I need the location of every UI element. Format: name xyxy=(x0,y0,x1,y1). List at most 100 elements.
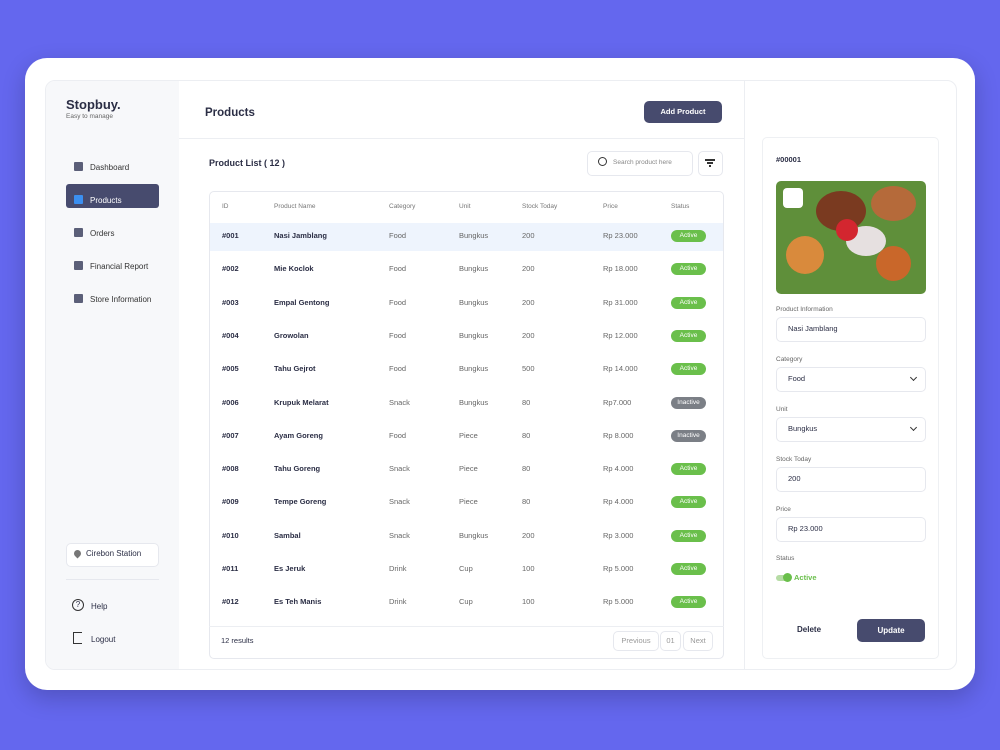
cell: Bungkus xyxy=(459,397,489,407)
logout[interactable]: Logout xyxy=(91,635,116,644)
app: Stopbuy. Easy to manage Cirebon Station … xyxy=(45,80,957,670)
cell: Piece xyxy=(459,464,478,474)
location-box[interactable] xyxy=(66,543,159,567)
field-value: 200 xyxy=(788,474,801,483)
cell: Rp7.000 xyxy=(603,397,632,407)
cell: Growolan xyxy=(274,330,309,340)
list-title: Product List ( 12 ) xyxy=(209,158,286,168)
pager-button[interactable]: Next xyxy=(683,631,713,651)
cell: Rp 8.000 xyxy=(603,430,634,440)
status-pill: Inactive xyxy=(671,396,706,409)
cell: Rp 5.000 xyxy=(603,597,634,607)
cell: Bungkus xyxy=(459,330,489,340)
divider xyxy=(209,626,724,627)
field-input[interactable] xyxy=(776,517,926,542)
cell: 80 xyxy=(522,497,531,507)
nav-icon xyxy=(74,261,83,270)
status-pill: Active xyxy=(671,329,706,342)
cell: 80 xyxy=(522,430,531,440)
cell: Snack xyxy=(389,530,410,540)
page-title: Products xyxy=(205,107,255,119)
cell: Snack xyxy=(389,497,410,507)
cell: #006 xyxy=(222,397,239,407)
column-header: Status xyxy=(671,203,690,210)
cell: Drink xyxy=(389,597,407,607)
cell: 200 xyxy=(522,264,535,274)
row-highlight[interactable] xyxy=(210,223,723,251)
cell: #012 xyxy=(222,597,239,607)
divider xyxy=(66,579,159,580)
search-box[interactable] xyxy=(587,151,693,176)
nav-item[interactable]: Orders xyxy=(90,229,115,238)
cell: #007 xyxy=(222,430,239,440)
field-label: Stock Today xyxy=(776,456,812,463)
cell: 200 xyxy=(522,231,535,240)
field-label: Category xyxy=(776,356,803,363)
cell: Food xyxy=(389,364,407,374)
cell: #009 xyxy=(222,497,239,507)
cell: Bungkus xyxy=(459,231,489,240)
pager-button[interactable]: 01 xyxy=(660,631,681,651)
nav-item[interactable]: Store Information xyxy=(90,295,152,304)
update-button[interactable]: Update xyxy=(857,619,925,642)
cell: 100 xyxy=(522,597,535,607)
field-input[interactable] xyxy=(776,467,926,492)
field-label: Unit xyxy=(776,406,788,413)
cell: #010 xyxy=(222,530,239,540)
add-product-button[interactable]: Add Product xyxy=(644,101,722,123)
filter-button[interactable] xyxy=(698,151,723,176)
column-header: Category xyxy=(389,203,416,210)
brand: Stopbuy. xyxy=(66,97,121,112)
search-placeholder: Search product here xyxy=(613,159,672,166)
cell: Sambal xyxy=(274,530,301,540)
field-input[interactable] xyxy=(776,367,926,392)
filter-icon xyxy=(705,159,715,161)
tagline: Easy to manage xyxy=(66,113,113,120)
nav-item[interactable]: Financial Report xyxy=(90,262,149,271)
status-pill: Active xyxy=(671,296,706,309)
cell: Es Jeruk xyxy=(274,564,306,573)
column-header: Stock Today xyxy=(522,203,558,210)
cell: Rp 4.000 xyxy=(603,497,634,507)
cell: Rp 3.000 xyxy=(603,530,634,540)
product-image xyxy=(776,181,926,294)
status-pill: Active xyxy=(671,596,706,609)
status-pill: Active xyxy=(671,496,706,509)
cell: 80 xyxy=(522,464,531,474)
search-icon xyxy=(598,157,607,166)
status-pill: Active xyxy=(671,263,706,276)
cell: Drink xyxy=(389,564,407,573)
field-input[interactable] xyxy=(776,317,926,342)
cell: Food xyxy=(389,430,407,440)
cell: Cup xyxy=(459,597,473,607)
cell: 200 xyxy=(522,297,535,307)
cell: Nasi Jamblang xyxy=(274,231,327,240)
nav-item[interactable]: Products xyxy=(90,196,122,205)
cell: Ayam Goreng xyxy=(274,430,323,440)
cell: #001 xyxy=(222,231,239,240)
filter-icon xyxy=(707,162,713,164)
cell: Cup xyxy=(459,564,473,573)
cell: Empal Gentong xyxy=(274,297,330,307)
cell: Food xyxy=(389,330,407,340)
status-pill: Active xyxy=(671,463,706,476)
cell: Bungkus xyxy=(459,264,489,274)
delete-button[interactable]: Delete xyxy=(797,625,822,634)
cell: 100 xyxy=(522,564,535,573)
pager-button[interactable]: Previous xyxy=(613,631,659,651)
field-input[interactable] xyxy=(776,417,926,442)
filter-icon xyxy=(709,165,711,167)
cell: Tahu Goreng xyxy=(274,464,321,474)
location: Cirebon Station xyxy=(86,549,142,558)
product-id: #00001 xyxy=(776,155,802,164)
nav-icon xyxy=(74,228,83,237)
help[interactable]: Help xyxy=(91,602,108,611)
nav-item[interactable]: Dashboard xyxy=(90,163,130,172)
cell: Food xyxy=(389,297,407,307)
logout-icon xyxy=(73,632,82,644)
field-value: Rp 23.000 xyxy=(788,524,823,533)
product-table xyxy=(209,191,724,659)
cell: 200 xyxy=(522,530,535,540)
results-count: 12 results xyxy=(221,636,254,645)
